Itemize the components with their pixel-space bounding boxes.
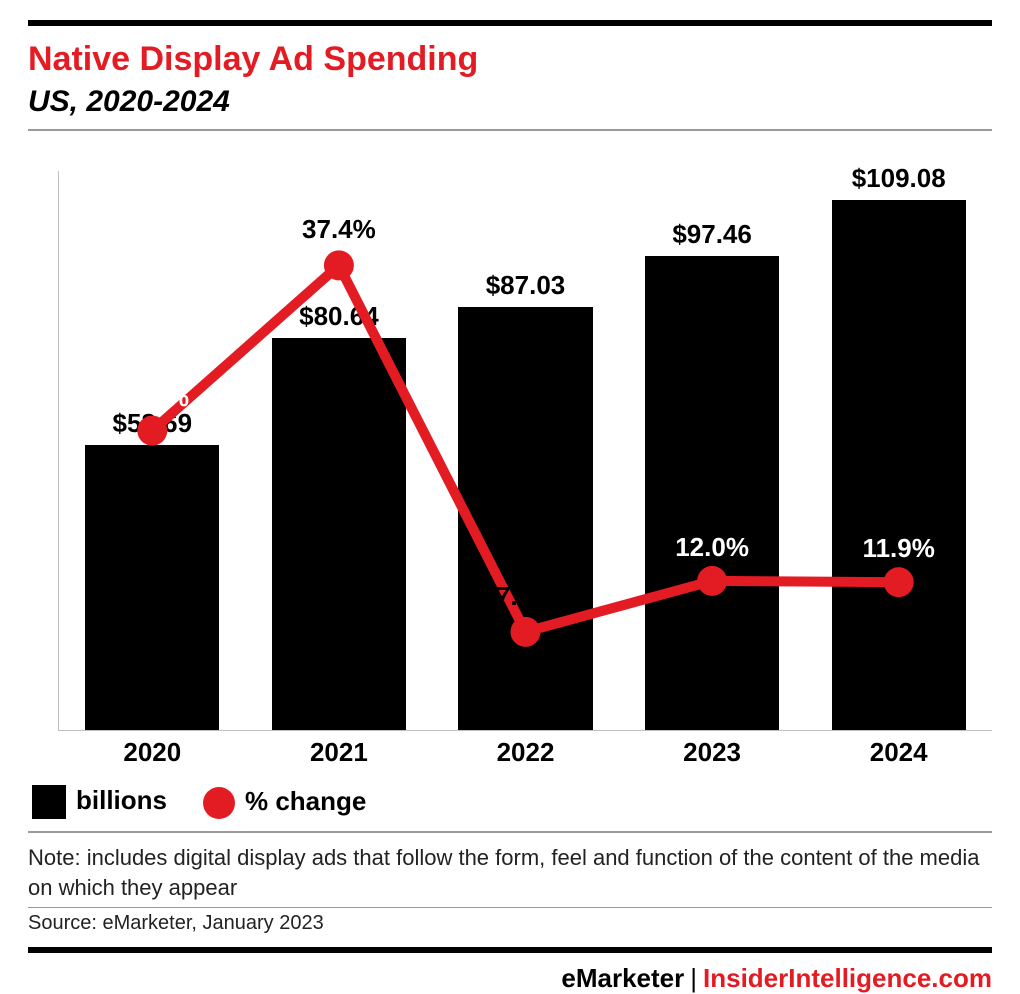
pct-change-label: 37.4%: [302, 214, 376, 245]
pct-change-label: 7.9%: [496, 581, 555, 612]
bar: [85, 445, 219, 730]
source-text: Source: eMarketer, January 2023: [28, 908, 992, 945]
footer-pipe: |: [684, 963, 703, 993]
legend-line-label: % change: [245, 786, 366, 816]
note-text: Note: includes digital display ads that …: [28, 833, 992, 906]
pct-change-label: 11.9%: [863, 533, 935, 564]
bottom-rule: [28, 947, 992, 953]
bar: [645, 256, 779, 730]
legend-bar-label: billions: [76, 785, 167, 815]
x-axis-label: 2023: [683, 737, 741, 768]
top-rule: [28, 20, 992, 26]
footer-brand-1: eMarketer: [561, 963, 684, 993]
x-axis-label: 2024: [870, 737, 928, 768]
pct-change-label: 24.1%: [115, 382, 189, 413]
bar-value-label: $80.64: [272, 301, 406, 332]
footer: eMarketer|InsiderIntelligence.com: [28, 963, 992, 994]
legend-line: % change: [203, 786, 366, 819]
footer-brand-2: InsiderIntelligence.com: [703, 963, 992, 993]
legend-bar-swatch: [32, 785, 66, 819]
bar-value-label: $87.03: [458, 270, 592, 301]
bar-value-label: $109.08: [832, 163, 966, 194]
legend: billions % change: [28, 771, 992, 831]
chart-area: $58.692020$80.642021$87.032022$97.462023…: [28, 171, 992, 771]
bar: [832, 200, 966, 730]
x-axis-label: 2022: [497, 737, 555, 768]
plot-area: $58.692020$80.642021$87.032022$97.462023…: [58, 171, 992, 731]
chart-title: Native Display Ad Spending: [28, 40, 992, 79]
chart-subtitle: US, 2020-2024: [28, 85, 992, 119]
subtitle-rule: [28, 129, 992, 131]
bar-value-label: $97.46: [645, 219, 779, 250]
bar: [272, 338, 406, 730]
x-axis-label: 2020: [123, 737, 181, 768]
bar: [458, 307, 592, 730]
legend-bars: billions: [32, 785, 167, 819]
legend-line-swatch: [203, 787, 235, 819]
pct-change-label: 12.0%: [675, 532, 749, 563]
x-axis-label: 2021: [310, 737, 368, 768]
